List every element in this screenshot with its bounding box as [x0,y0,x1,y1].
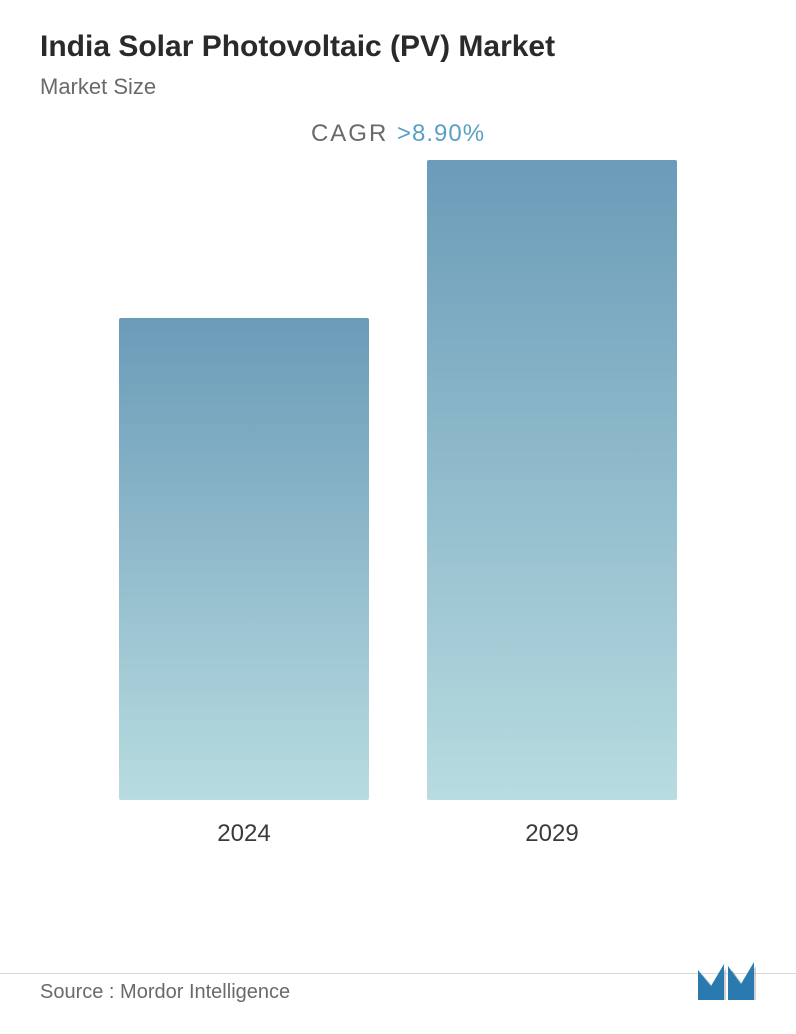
bar-label: 2024 [217,820,270,848]
chart-bar [119,318,369,800]
bar-wrapper: 2024 [119,318,369,848]
chart-title: India Solar Photovoltaic (PV) Market [40,30,756,64]
cagr-label: CAGR [311,120,397,147]
bar-chart: 2024 2029 [40,188,756,848]
chart-subtitle: Market Size [40,74,756,100]
cagr-value: >8.90% [397,120,485,147]
cagr-line: CAGR >8.90% [40,120,756,148]
logo-icon [696,960,756,1004]
bar-label: 2029 [525,820,578,848]
chart-bar [427,160,677,800]
bar-wrapper: 2029 [427,160,677,848]
source-text: Source : Mordor Intelligence [40,981,290,1004]
